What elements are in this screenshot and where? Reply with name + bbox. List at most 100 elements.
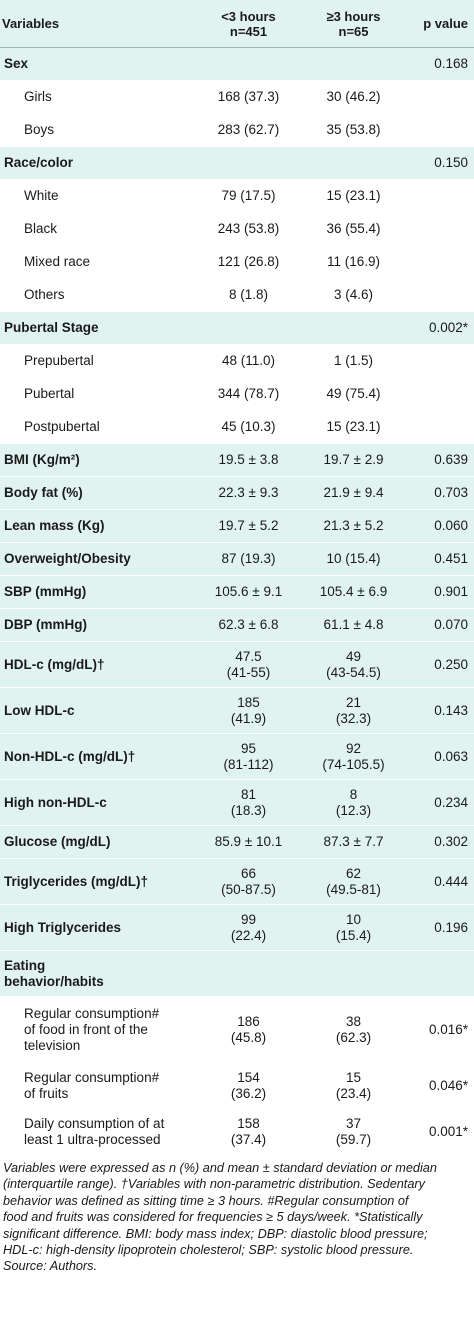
- cell-under-3h: 45 (10.3): [221, 419, 276, 434]
- row-label: Mixed race: [24, 254, 91, 269]
- footnote-line: behavior was defined as sitting time ≥ 3…: [3, 1193, 409, 1208]
- cell-range: (43-54.5): [326, 664, 381, 680]
- table-row: Lean mass (Kg) 19.7 ± 5.2 21.3 ± 5.2 0.0…: [0, 510, 474, 543]
- cell-under-3h: 66 (50-87.5): [196, 866, 301, 898]
- cell-p-value: 0.250: [434, 656, 468, 672]
- cell-p-value: 0.143: [434, 702, 468, 718]
- footnote-line: significant difference. BMI: body mass i…: [3, 1226, 428, 1241]
- header-p-value: p value: [423, 16, 468, 31]
- cell-value: 81: [240, 786, 257, 802]
- row-label: Pubertal: [24, 386, 75, 401]
- table-header: Variables <3 hours n=451 ≥3 hours n=65 p…: [0, 0, 474, 48]
- table-row: Low HDL-c 185 (41.9) 21 (32.3) 0.143: [0, 688, 474, 734]
- cell-range: (41.9): [230, 710, 267, 726]
- table-row: SBP (mmHg) 105.6 ± 9.1 105.4 ± 6.9 0.901: [0, 576, 474, 609]
- row-label-line: Daily consumption of at: [24, 1115, 165, 1131]
- cell-3h-plus: 35 (53.8): [326, 122, 381, 137]
- table-row: Prepubertal 48 (11.0) 1 (1.5): [0, 345, 474, 378]
- cell-range: (74-105.5): [322, 756, 385, 772]
- row-label: Low HDL-c: [4, 702, 75, 718]
- cell-3h-plus: 11 (16.9): [326, 254, 381, 269]
- row-label: Boys: [24, 122, 55, 137]
- table-row: Mixed race 121 (26.8) 11 (16.9): [0, 246, 474, 279]
- footnote-line: Variables were expressed as n (%) and me…: [3, 1161, 437, 1175]
- cell-3h-plus: 15 (23.1): [326, 419, 381, 434]
- cell-value: 158: [237, 1115, 260, 1131]
- cell-percent: (45.8): [230, 1029, 267, 1045]
- cell-under-3h: 81 (18.3): [196, 787, 301, 819]
- table-row: Glucose (mg/dL) 85.9 ± 10.1 87.3 ± 7.7 0…: [0, 826, 474, 859]
- table-row: BMI (Kg/m²) 19.5 ± 3.8 19.7 ± 2.9 0.639: [0, 444, 474, 477]
- row-label-line: Eating: [4, 957, 46, 973]
- cell-p-value: 0.016*: [428, 1021, 468, 1037]
- header-group-under-3h-n: n=451: [229, 23, 268, 39]
- header-group-3h-plus-n: n=65: [338, 23, 369, 39]
- row-label: High Triglycerides: [4, 919, 122, 935]
- cell-value: 10: [345, 911, 362, 927]
- cell-p-value: 0.070: [434, 617, 468, 632]
- cell-under-3h: 344 (78.7): [217, 386, 280, 401]
- cell-3h-plus: 49 (43-54.5): [301, 649, 406, 681]
- table-row: Regular consumption# of fruits 154 (36.2)…: [0, 1063, 474, 1109]
- cell-value: 49: [345, 648, 362, 664]
- cell-3h-plus: 21.9 ± 9.4: [323, 485, 384, 500]
- cell-p-value: 0.150: [434, 155, 468, 170]
- cell-p-value: 0.444: [434, 873, 468, 889]
- row-label: DBP (mmHg): [4, 617, 88, 632]
- row-label: Glucose (mg/dL): [4, 834, 111, 849]
- cell-p-value: 0.639: [434, 452, 468, 467]
- cell-under-3h: 121 (26.8): [217, 254, 280, 269]
- header-group-under-3h-label: <3 hours: [221, 8, 276, 24]
- table-row: Daily consumption of at least 1 ultra-pr…: [0, 1109, 474, 1155]
- cell-under-3h: 87 (19.3): [221, 551, 276, 566]
- cell-value: 47.5: [235, 648, 262, 664]
- cell-p-value: 0.451: [434, 551, 468, 566]
- footnote-line: Source: Authors.: [3, 1259, 98, 1274]
- row-label: Others: [24, 287, 65, 302]
- table-row: Postpubertal 45 (10.3) 15 (23.1): [0, 411, 474, 444]
- row-label: Sex: [4, 56, 29, 71]
- table-row: Overweight/Obesity 87 (19.3) 10 (15.4) 0…: [0, 543, 474, 576]
- cell-p-value: 0.168: [434, 56, 468, 71]
- row-label: SBP (mmHg): [4, 584, 87, 599]
- cell-under-3h: 19.7 ± 5.2: [218, 518, 279, 533]
- cell-under-3h: 243 (53.8): [217, 221, 280, 236]
- row-label: Black: [24, 221, 58, 236]
- cell-range: (15.4): [335, 927, 372, 943]
- cell-range: (50-87.5): [221, 881, 276, 897]
- cell-3h-plus: 15 (23.1): [326, 188, 381, 203]
- cell-3h-plus: 92 (74-105.5): [301, 741, 406, 773]
- cell-3h-plus: 21.3 ± 5.2: [323, 518, 384, 533]
- cell-under-3h: 62.3 ± 6.8: [218, 617, 279, 632]
- cell-range: (18.3): [230, 802, 267, 818]
- cell-3h-plus: 36 (55.4): [326, 221, 381, 236]
- cell-value: 92: [345, 740, 362, 756]
- table-row: Boys 283 (62.7) 35 (53.8): [0, 114, 474, 147]
- cell-value: 37: [345, 1115, 362, 1131]
- table-row: Race/color 0.150: [0, 147, 474, 180]
- cell-under-3h: 158 (37.4): [196, 1116, 301, 1148]
- cell-under-3h: 85.9 ± 10.1: [214, 834, 283, 849]
- cell-range: (22.4): [230, 927, 267, 943]
- row-label-line: Regular consumption#: [24, 1005, 160, 1021]
- cell-under-3h: 283 (62.7): [217, 122, 280, 137]
- row-label: Pubertal Stage: [4, 320, 99, 335]
- cell-3h-plus: 30 (46.2): [326, 89, 381, 104]
- table-row: Black 243 (53.8) 36 (55.4): [0, 213, 474, 246]
- cell-value: 95: [240, 740, 257, 756]
- cell-value: 15: [345, 1069, 362, 1085]
- row-label: Overweight/Obesity: [4, 551, 131, 566]
- cell-value: 38: [345, 1013, 362, 1029]
- table-footnote: Variables were expressed as n (%) and me…: [0, 1155, 474, 1275]
- cell-p-value: 0.302: [434, 834, 468, 849]
- table-row: Others 8 (1.8) 3 (4.6): [0, 279, 474, 312]
- cell-p-value: 0.234: [434, 794, 468, 810]
- cell-under-3h: 185 (41.9): [196, 695, 301, 727]
- cell-percent: (59.7): [335, 1131, 372, 1147]
- table-row: Pubertal 344 (78.7) 49 (75.4): [0, 378, 474, 411]
- cell-percent: (23.4): [335, 1085, 372, 1101]
- cell-p-value: 0.060: [434, 518, 468, 533]
- cell-p-value: 0.063: [434, 748, 468, 764]
- cell-range: (41-55): [226, 664, 271, 680]
- cell-3h-plus: 8 (12.3): [301, 787, 406, 819]
